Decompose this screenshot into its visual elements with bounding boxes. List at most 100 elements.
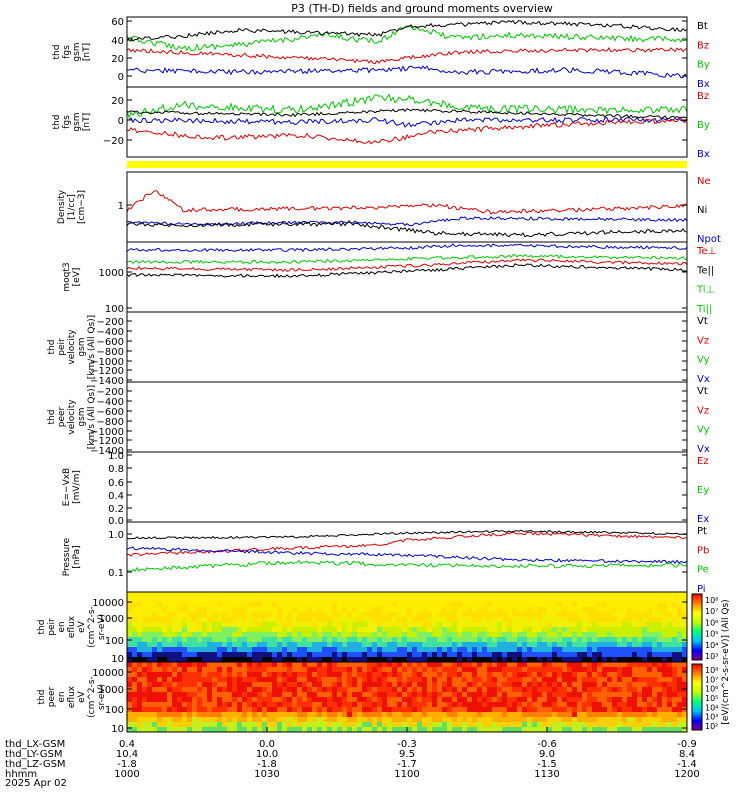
spectrogram-cell bbox=[207, 597, 213, 603]
spectrogram-cell bbox=[147, 607, 153, 613]
spectrogram-cell bbox=[677, 637, 683, 643]
spectrogram-cell bbox=[677, 647, 683, 653]
spectrogram-cell bbox=[177, 692, 183, 698]
spectrogram-cell bbox=[207, 667, 213, 673]
spectrogram-cell bbox=[647, 727, 653, 733]
spectrogram-cell bbox=[292, 722, 298, 728]
spectrogram-cell bbox=[172, 627, 178, 633]
spectrogram-cell bbox=[312, 622, 318, 628]
spectrogram-cell bbox=[242, 637, 248, 643]
spectrogram-cell bbox=[212, 622, 218, 628]
spectrogram-cell bbox=[177, 667, 183, 673]
spectrogram-cell bbox=[467, 622, 473, 628]
spectrogram-cell bbox=[172, 657, 178, 663]
spectrogram-cell bbox=[242, 727, 248, 733]
spectrogram-cell bbox=[607, 682, 613, 688]
spectrogram-cell bbox=[312, 632, 318, 638]
spectrogram-cell bbox=[652, 642, 658, 648]
spectrogram-cell bbox=[242, 607, 248, 613]
spectrogram-cell bbox=[617, 657, 623, 663]
spectrogram-cell bbox=[377, 692, 383, 698]
spectrogram-cell bbox=[642, 692, 648, 698]
spectrogram-cell bbox=[142, 602, 148, 608]
spectrogram-cell bbox=[442, 602, 448, 608]
spectrogram-cell bbox=[407, 657, 413, 663]
spectrogram-cell bbox=[422, 722, 428, 728]
spectrogram-cell bbox=[607, 702, 613, 708]
spectrogram-cell bbox=[587, 722, 593, 728]
spectrogram-cell bbox=[357, 617, 363, 623]
spectrogram-cell bbox=[382, 717, 388, 723]
spectrogram-cell bbox=[452, 602, 458, 608]
spectrogram-cell bbox=[572, 662, 578, 668]
spectrogram-cell bbox=[332, 597, 338, 603]
spectrogram-cell bbox=[307, 622, 313, 628]
spectrogram-cell bbox=[287, 677, 293, 683]
spectrogram-cell bbox=[302, 712, 308, 718]
spectrogram-cell bbox=[157, 647, 163, 653]
spectrogram-cell bbox=[492, 642, 498, 648]
spectrogram-cell bbox=[432, 722, 438, 728]
spectrogram-cell bbox=[157, 642, 163, 648]
spectrogram-cell bbox=[497, 722, 503, 728]
spectrogram-cell bbox=[642, 707, 648, 713]
spectrogram-cell bbox=[597, 607, 603, 613]
spectrogram-cell bbox=[677, 597, 683, 603]
spectrogram-cell bbox=[537, 662, 543, 668]
spectrogram-cell bbox=[377, 717, 383, 723]
bt-trace bbox=[126, 19, 688, 42]
spectrogram-cell bbox=[282, 597, 288, 603]
spectrogram-cell bbox=[362, 717, 368, 723]
spectrogram-cell bbox=[387, 687, 393, 693]
spectrogram-cell bbox=[162, 667, 168, 673]
spectrogram-cell bbox=[242, 592, 248, 598]
spectrogram-cell bbox=[677, 612, 683, 618]
spectrogram-cell bbox=[162, 677, 168, 683]
spectrogram-cell bbox=[247, 712, 253, 718]
spectrogram-cell bbox=[322, 677, 328, 683]
spectrogram-cell bbox=[137, 602, 143, 608]
spectrogram-cell bbox=[672, 712, 678, 718]
spectrogram-cell bbox=[202, 687, 208, 693]
spectrogram-cell bbox=[537, 602, 543, 608]
spectrogram-cell bbox=[167, 667, 173, 673]
spectrogram-cell bbox=[577, 607, 583, 613]
spectrogram-cell bbox=[432, 682, 438, 688]
spectrogram-cell bbox=[497, 642, 503, 648]
spectrogram-cell bbox=[332, 627, 338, 633]
spectrogram-cell bbox=[227, 672, 233, 678]
spectrogram-cell bbox=[657, 592, 663, 598]
spectrogram-cell bbox=[332, 617, 338, 623]
spectrogram-cell bbox=[237, 607, 243, 613]
spectrogram-cell bbox=[472, 717, 478, 723]
spectrogram-cell bbox=[507, 617, 513, 623]
spectrogram-cell bbox=[632, 717, 638, 723]
axis-row-value: 0.4 bbox=[119, 739, 135, 750]
spectrogram-cell bbox=[237, 672, 243, 678]
y-tick-label: 100 bbox=[105, 636, 124, 647]
spectrogram-cell bbox=[502, 642, 508, 648]
spectrogram-cell bbox=[647, 672, 653, 678]
spectrogram-cell bbox=[177, 702, 183, 708]
spectrogram-cell bbox=[162, 697, 168, 703]
spectrogram-cell bbox=[222, 617, 228, 623]
spectrogram-cell bbox=[277, 657, 283, 663]
spectrogram-cell bbox=[427, 677, 433, 683]
spectrogram-cell bbox=[247, 627, 253, 633]
spectrogram-cell bbox=[482, 647, 488, 653]
spectrogram-cell bbox=[227, 662, 233, 668]
spectrogram-cell bbox=[282, 672, 288, 678]
spectrogram-cell bbox=[552, 672, 558, 678]
spectrogram-cell bbox=[222, 642, 228, 648]
spectrogram-cell bbox=[297, 652, 303, 658]
spectrogram-cell bbox=[407, 682, 413, 688]
spectrogram-cell bbox=[367, 727, 373, 733]
spectrogram-cell bbox=[447, 727, 453, 733]
spectrogram-cell bbox=[442, 667, 448, 673]
spectrogram-cell bbox=[212, 722, 218, 728]
spectrogram-cell bbox=[217, 667, 223, 673]
spectrogram-cell bbox=[407, 697, 413, 703]
bx-trace bbox=[126, 116, 688, 128]
spectrogram-cell bbox=[442, 597, 448, 603]
